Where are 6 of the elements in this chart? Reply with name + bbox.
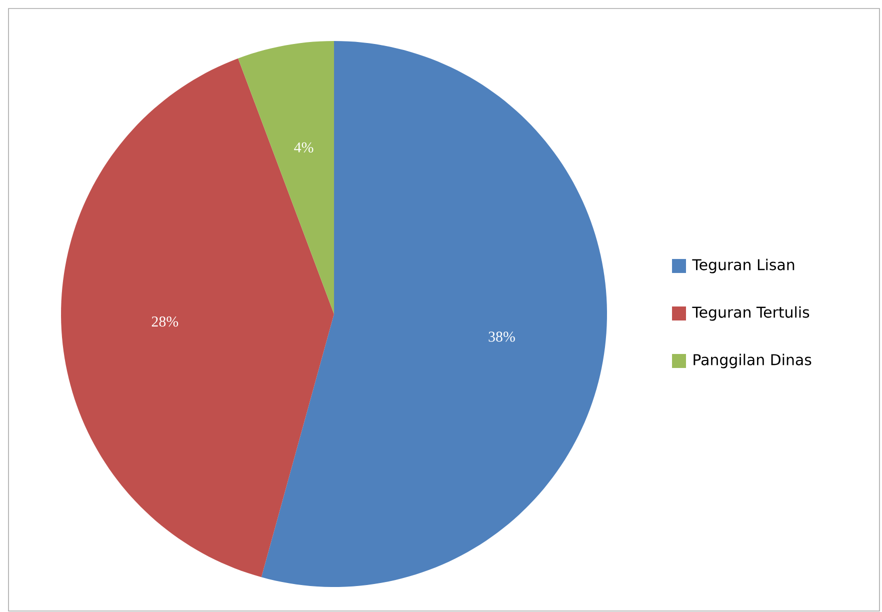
legend-label: Teguran Tertulis [692,306,810,321]
data-label: 38% [488,332,515,342]
data-label: 4% [294,142,314,153]
data-label: 28% [152,316,178,327]
legend-label: Teguran Lisan [692,258,794,274]
legend-label: Panggilan Dinas [694,354,812,368]
